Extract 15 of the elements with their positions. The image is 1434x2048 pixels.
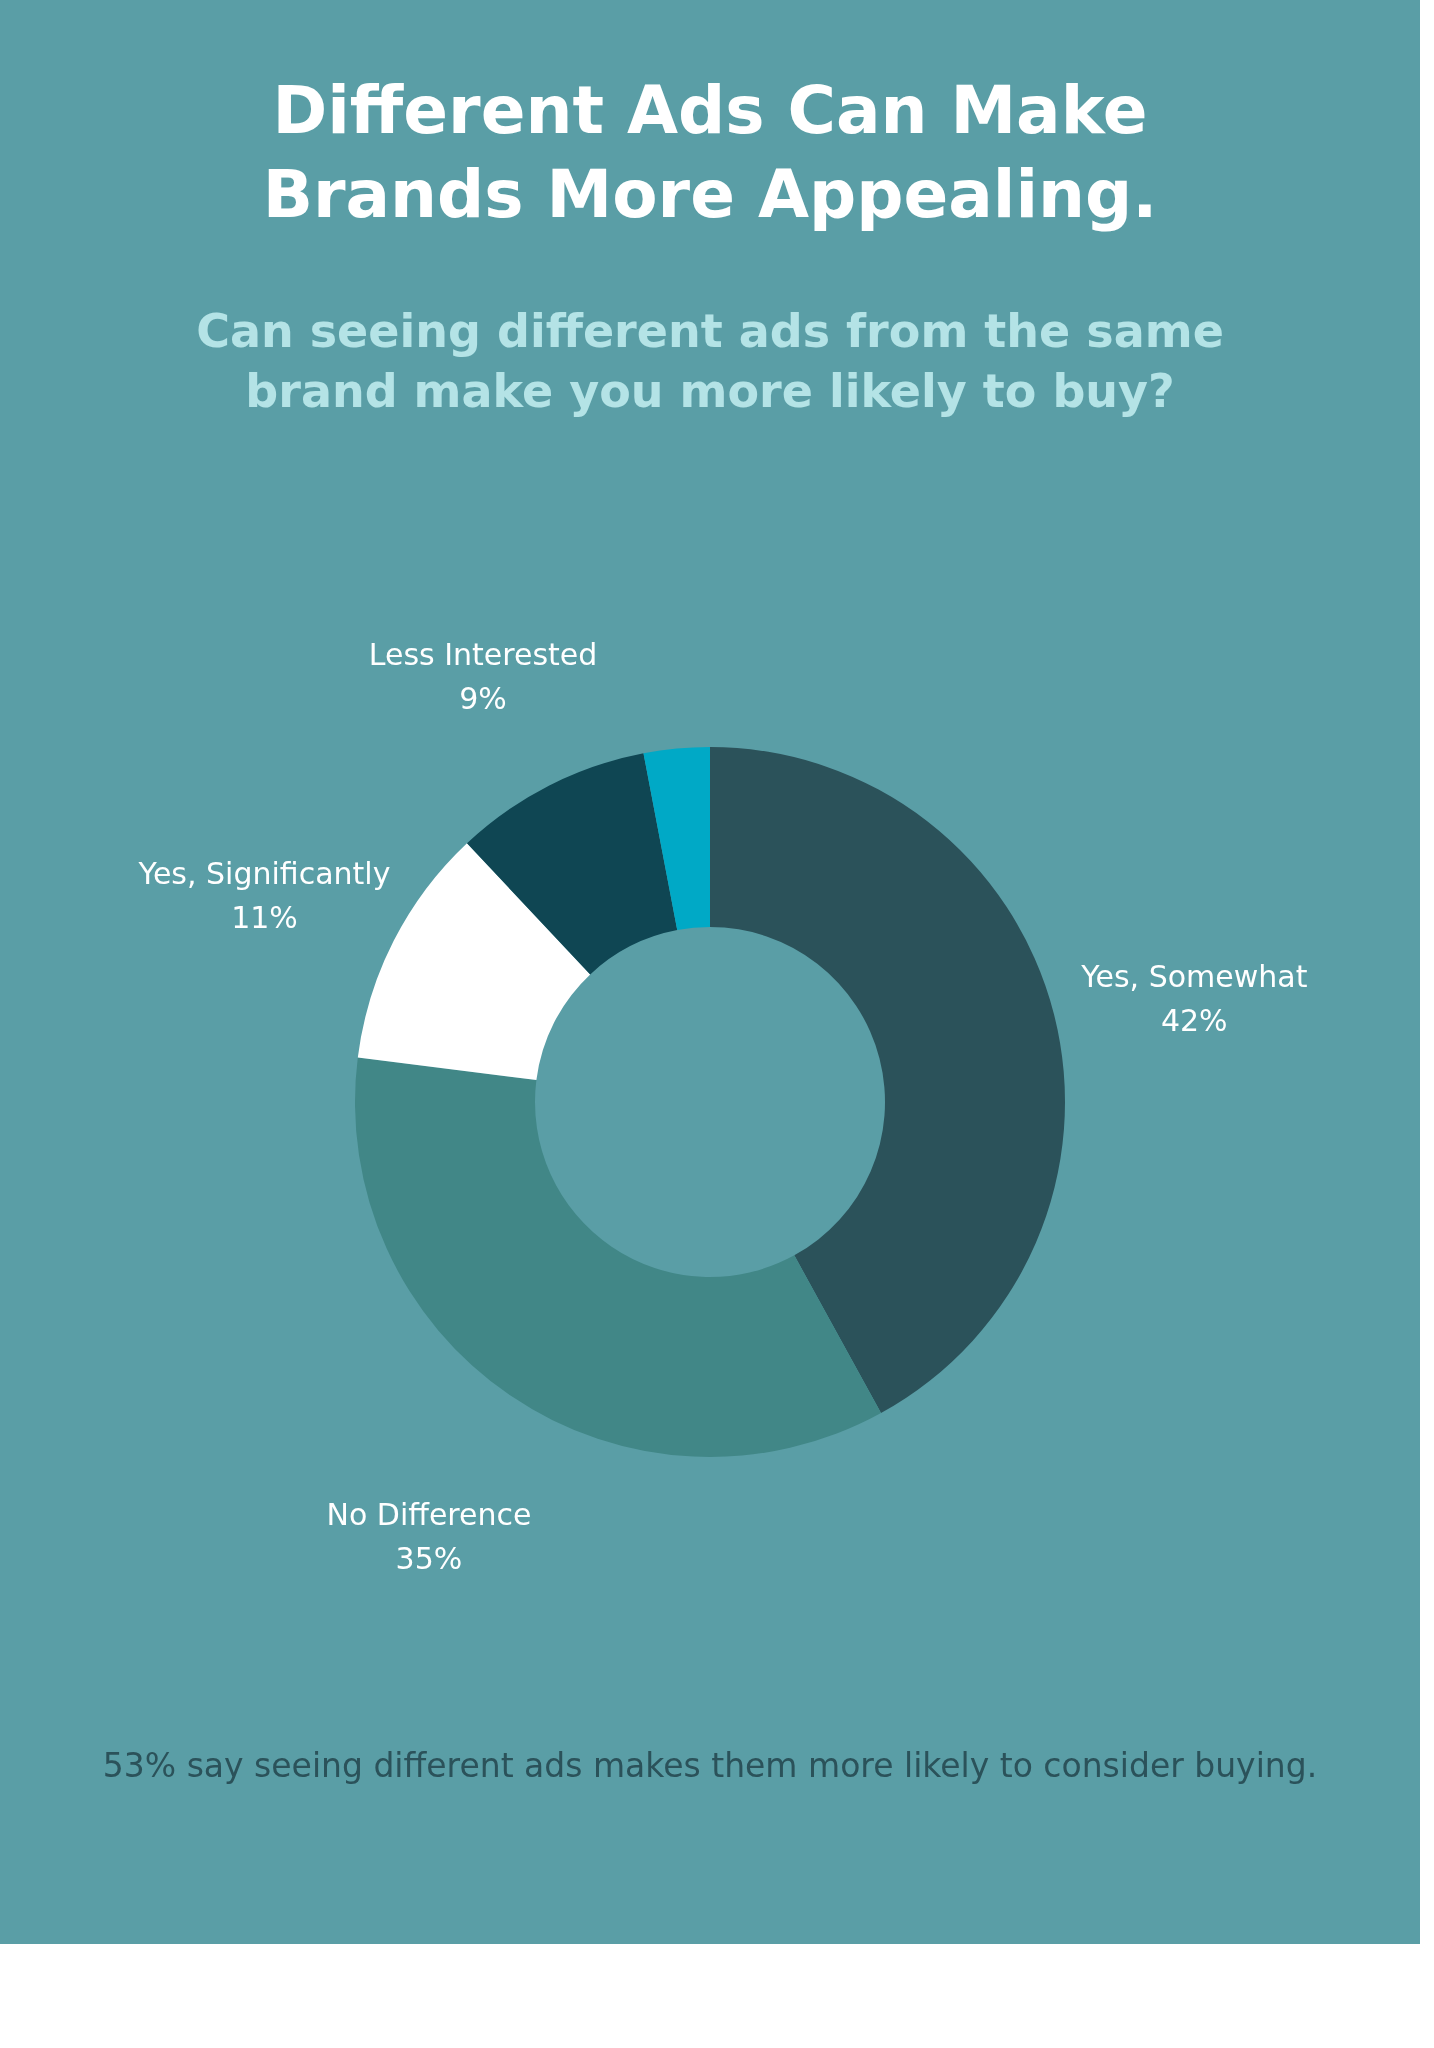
data-label: 9%	[459, 681, 507, 717]
slice-label: No Difference	[326, 1496, 532, 1532]
chart-title: Different Ads Can Make Brands More Appealing.	[262, 72, 1158, 233]
donut-slice	[643, 747, 710, 931]
chart-subtitle: Can seeing different ads from the same brand make you more likely to buy?	[196, 304, 1224, 418]
data-label: 11%	[231, 900, 298, 935]
donut-slice	[355, 1057, 882, 1457]
donut-slice	[710, 747, 1065, 1414]
text: 53% say seeing different ads makes them more likely to consider buying.	[102, 1746, 1318, 1785]
slice-label: Yes, Significantly	[137, 856, 391, 891]
slice-label: Yes, Somewhat	[1080, 958, 1308, 994]
slice-label: Less Interested	[368, 637, 598, 673]
data-label: 42%	[1160, 1002, 1228, 1038]
data-label: 35%	[395, 1540, 463, 1576]
donut-slice	[466, 753, 678, 975]
